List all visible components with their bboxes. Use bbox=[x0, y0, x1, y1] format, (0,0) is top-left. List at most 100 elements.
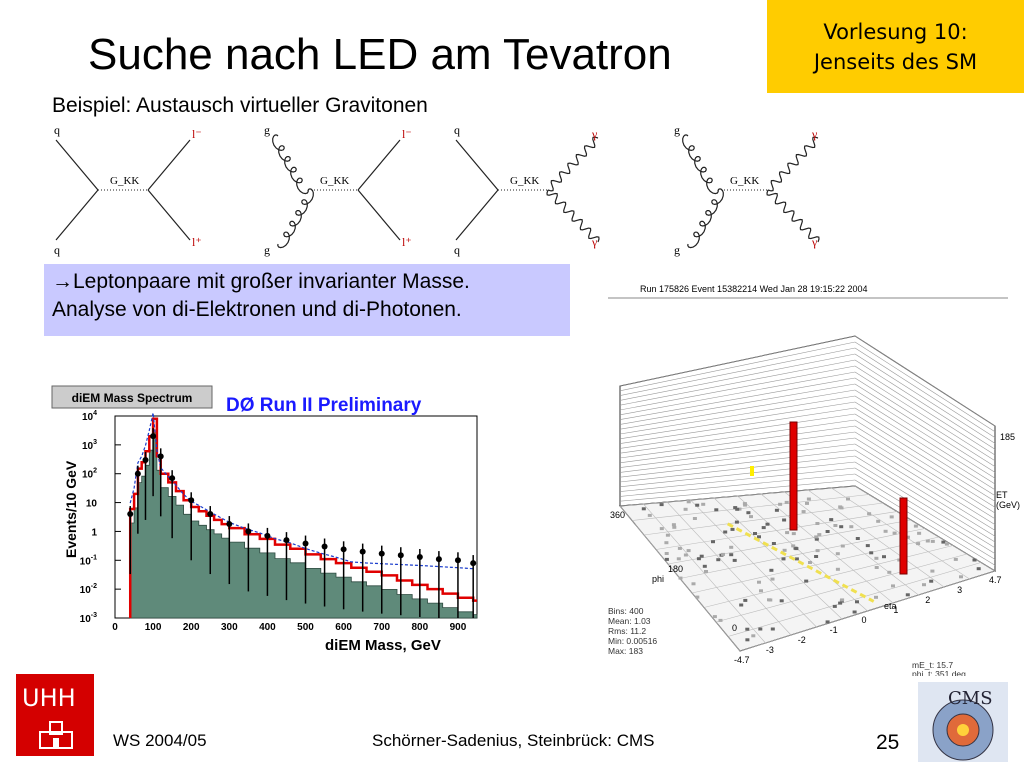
calorimeter-cell bbox=[704, 570, 708, 573]
calorimeter-cell bbox=[759, 589, 763, 593]
calorimeter-cell bbox=[737, 507, 742, 511]
em-tower bbox=[789, 421, 798, 531]
calorimeter-cell bbox=[782, 548, 787, 552]
incoming-particle-label: q bbox=[54, 123, 60, 137]
calorimeter-cell bbox=[806, 497, 811, 501]
calorimeter-cell bbox=[815, 522, 820, 525]
floor-grid-line bbox=[691, 536, 940, 594]
data-point bbox=[134, 470, 141, 477]
calorimeter-cell bbox=[814, 537, 819, 541]
calorimeter-cell bbox=[889, 515, 894, 519]
wall-grid-line bbox=[619, 359, 856, 406]
phi-tick-label: 360 bbox=[610, 510, 625, 520]
incoming-particle-label: g bbox=[264, 123, 270, 137]
hist-label-box bbox=[51, 385, 213, 409]
wall-grid-line bbox=[854, 371, 996, 462]
wall-grid-line bbox=[854, 473, 996, 560]
incoming-particle-label: g bbox=[264, 243, 270, 257]
wall-grid-line bbox=[854, 449, 996, 537]
callout-line1: Leptonpaare mit großer invarianter Masse… bbox=[73, 270, 470, 293]
calorimeter-cell bbox=[761, 526, 766, 530]
incoming-particle-label: q bbox=[54, 243, 60, 257]
wall-grid-line bbox=[619, 365, 856, 411]
calorimeter-cell bbox=[814, 535, 819, 539]
et-axis-label: ET bbox=[996, 490, 1008, 500]
calorimeter-cell bbox=[869, 551, 874, 555]
calorimeter-cell bbox=[732, 558, 737, 562]
wall-grid-line bbox=[619, 479, 856, 502]
calorimeter-cell bbox=[785, 531, 790, 535]
calorimeter-cell bbox=[897, 558, 902, 562]
calorimeter-cell bbox=[641, 507, 646, 511]
slide-subtitle: Beispiel: Austausch virtueller Gravitone… bbox=[52, 94, 428, 117]
data-point bbox=[188, 497, 195, 504]
y-tick-label: 10-1 bbox=[80, 554, 97, 567]
calorimeter-cell bbox=[840, 544, 845, 548]
wall-grid-line bbox=[619, 341, 856, 392]
propagator-label: G_KK bbox=[730, 175, 759, 187]
experiment-label: DØ Run II Preliminary bbox=[226, 395, 422, 416]
wall-grid-line bbox=[619, 347, 856, 396]
calorimeter-cell bbox=[855, 537, 860, 540]
propagator-label: G_KK bbox=[510, 175, 539, 187]
calorimeter-cell bbox=[905, 593, 910, 597]
wall-grid-line bbox=[854, 455, 996, 543]
calorimeter-cell bbox=[922, 583, 926, 587]
calorimeter-cell bbox=[712, 615, 717, 619]
wall-grid-line bbox=[619, 371, 856, 416]
calorimeter-cell bbox=[849, 525, 854, 529]
stats-line: Mean: 1.03 bbox=[608, 616, 651, 626]
calorimeter-cell bbox=[721, 552, 725, 556]
wall-grid-line bbox=[619, 431, 856, 464]
y-tick-label: 102 bbox=[82, 468, 97, 481]
floor-grid-line bbox=[727, 562, 982, 637]
wall-grid-line bbox=[854, 443, 996, 531]
wall-grid-line bbox=[854, 437, 996, 525]
calorimeter-cell bbox=[835, 567, 840, 571]
calorimeter-cell bbox=[882, 555, 886, 559]
calorimeter-cell bbox=[852, 610, 857, 614]
calorimeter-cell bbox=[672, 525, 677, 529]
data-point bbox=[302, 540, 309, 547]
wall-grid-line bbox=[854, 359, 996, 450]
track-line bbox=[726, 522, 875, 603]
photon-line bbox=[766, 189, 820, 243]
calorimeter-cell bbox=[749, 515, 753, 519]
calorimeter-cell bbox=[683, 553, 688, 557]
data-point bbox=[470, 560, 477, 567]
wall-grid-line bbox=[854, 461, 996, 549]
calorimeter-cell bbox=[686, 500, 691, 504]
wall-grid-line bbox=[619, 467, 856, 492]
y-tick-label: 1 bbox=[91, 527, 97, 538]
data-point bbox=[169, 475, 176, 482]
calorimeter-cell bbox=[729, 553, 734, 557]
gluon-line bbox=[272, 134, 309, 195]
x-tick-label: 900 bbox=[450, 622, 467, 633]
calorimeter-cell bbox=[876, 519, 881, 523]
calorimeter-cell bbox=[758, 627, 763, 631]
feynman-diagrams: q q G_KK l⁻ l⁺ g g G_KK l⁻ l⁺ q q G_KK γ γ g g G_KK γ γ bbox=[54, 123, 820, 257]
wall-grid-line bbox=[854, 467, 996, 554]
calorimeter-cell bbox=[929, 579, 934, 583]
photon-line bbox=[546, 189, 600, 243]
calorimeter-cell bbox=[745, 638, 750, 642]
x-tick-label: 400 bbox=[259, 622, 276, 633]
calorimeter-cell bbox=[691, 582, 696, 586]
calorimeter-cell bbox=[659, 503, 664, 507]
calorimeter-cell bbox=[874, 566, 879, 569]
calorimeter-cell bbox=[716, 558, 721, 562]
calorimeter-cell bbox=[887, 570, 892, 574]
phi-tick-label: 180 bbox=[668, 564, 683, 574]
y-tick-label: 10-3 bbox=[80, 612, 97, 625]
floor-grid-line bbox=[854, 485, 996, 572]
wall-grid-line bbox=[854, 383, 996, 473]
floor-grid-line bbox=[807, 489, 945, 588]
gluon-line bbox=[687, 188, 724, 249]
data-point bbox=[245, 528, 252, 535]
page-title: Suche nach LED am Tevatron bbox=[88, 30, 672, 79]
calorimeter-cell bbox=[905, 535, 910, 539]
eta-tick-label: -3 bbox=[766, 645, 774, 655]
calorimeter-cell bbox=[838, 601, 843, 605]
calorimeter-cell bbox=[664, 557, 669, 561]
calorimeter-cell bbox=[711, 540, 715, 544]
